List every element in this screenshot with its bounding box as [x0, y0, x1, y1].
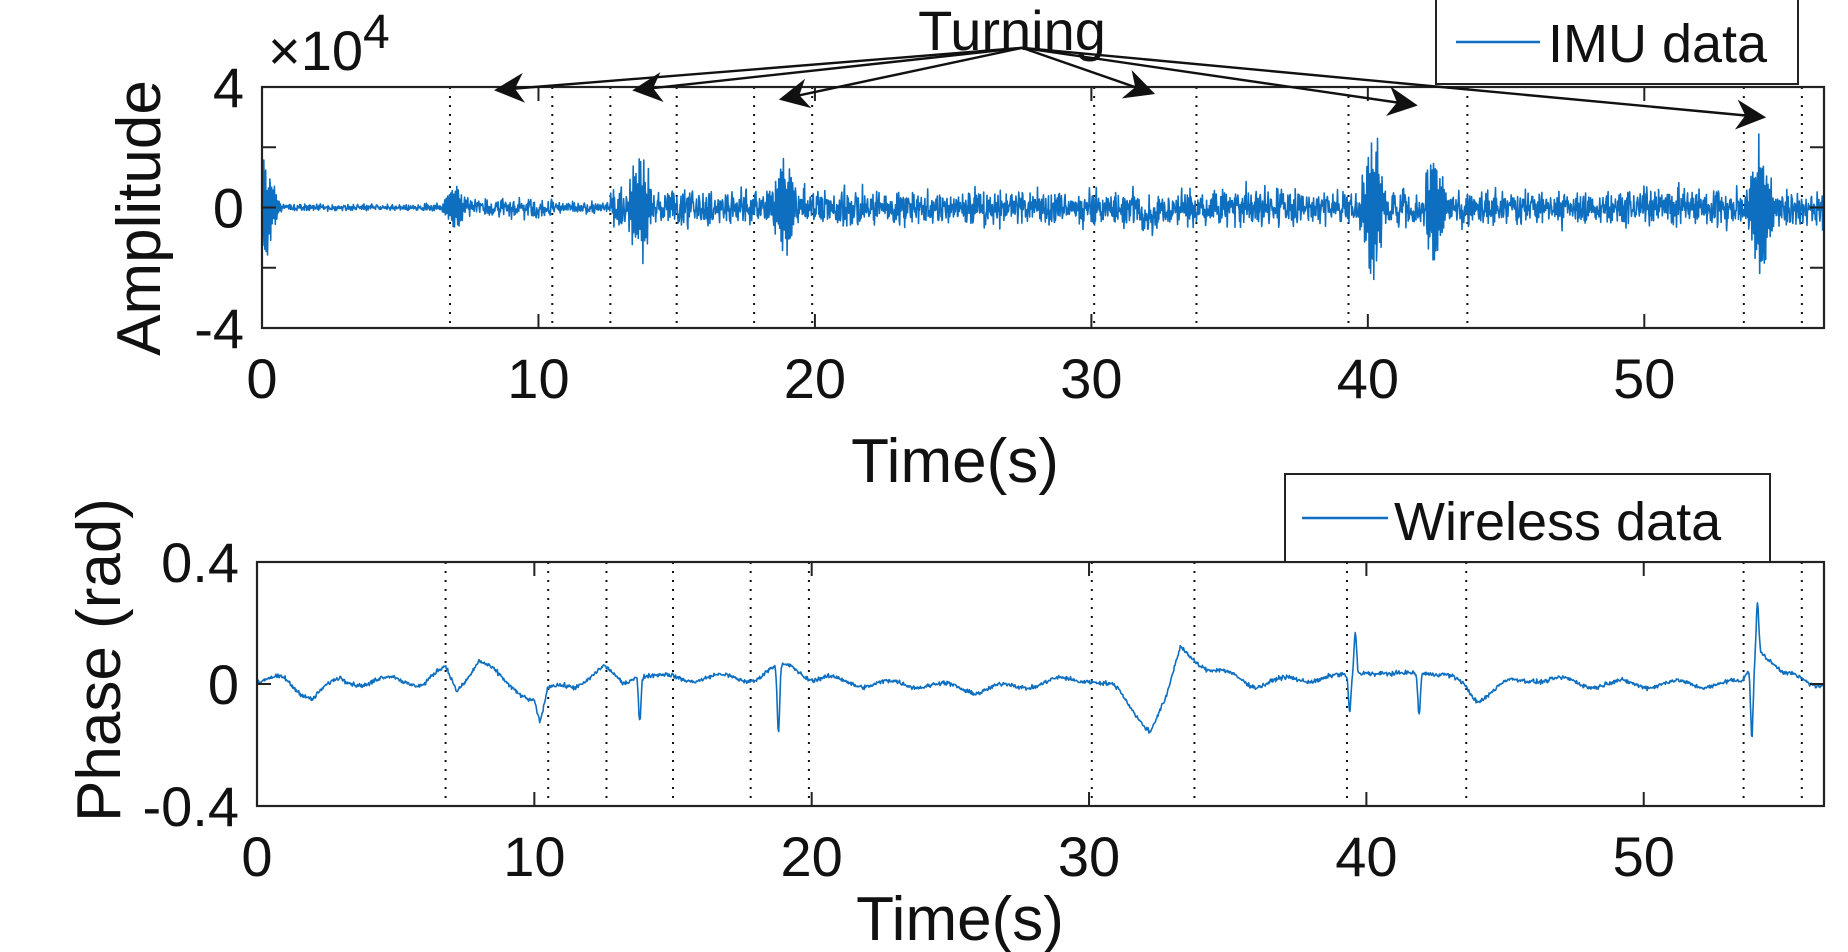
wireless-ticks [256, 561, 1824, 807]
wireless-x-tick-label: 40 [1335, 825, 1397, 888]
wireless-x-tick-label: 30 [1058, 825, 1120, 888]
turning-arrows [494, 46, 1767, 130]
wireless-y-tick-label: 0.4 [161, 531, 239, 594]
imu-y-tick-label: 4 [213, 56, 244, 119]
wireless-y-axis-title: Phase (rad) [65, 498, 134, 822]
wireless-legend: Wireless data [1284, 473, 1771, 563]
wireless-x-tick-label: 10 [503, 825, 565, 888]
imu-x-tick-label: 20 [784, 347, 846, 410]
wireless-x-tick-labels: 0 10 20 30 40 50 [241, 825, 1674, 888]
imu-x-tick-labels: 0 10 20 30 40 50 [246, 347, 1675, 410]
turning-arrow [778, 46, 1023, 109]
imu-exponent-label: ×104 [268, 6, 390, 82]
imu-exponent-power: 4 [363, 6, 390, 59]
imu-x-tick-label: 0 [246, 347, 277, 410]
imu-y-axis-title: Amplitude [105, 80, 174, 356]
turning-annotation: Turning [494, 0, 1767, 130]
imu-data-line [261, 133, 1825, 281]
imu-panel: 0 10 20 30 40 50 -404 ×104 Time(s) Amplitude … [105, 0, 1826, 496]
wireless-panel: 0 10 20 30 40 50 -0.400.4 Time(s) Phase (rad)… [65, 473, 1826, 952]
imu-y-tick-label: -4 [194, 297, 244, 360]
imu-y-tick-label: 0 [213, 177, 244, 240]
wireless-x-tick-label: 50 [1613, 825, 1675, 888]
wireless-y-tick-label: -0.4 [143, 775, 240, 838]
turning-arrow [1022, 46, 1767, 130]
wireless-x-axis-title: Time(s) [856, 885, 1064, 952]
turning-arrow [494, 46, 1023, 103]
imu-x-tick-label: 10 [507, 347, 569, 410]
turning-arrow [1021, 46, 1156, 99]
imu-x-tick-label: 30 [1060, 347, 1122, 410]
imu-exponent-base: ×10 [268, 19, 363, 82]
wireless-x-tick-label: 0 [241, 825, 272, 888]
imu-x-tick-label: 50 [1613, 347, 1675, 410]
imu-y-tick-labels: -4 0 4 [194, 56, 244, 360]
wireless-event-markers [444, 562, 1803, 806]
wireless-y-tick-label: 0 [208, 653, 239, 716]
wireless-y-tick-labels: -0.4 0 0.4 [143, 531, 240, 838]
imu-x-tick-label: 40 [1337, 347, 1399, 410]
wireless-legend-label: Wireless data [1394, 492, 1722, 552]
wireless-x-tick-label: 20 [781, 825, 843, 888]
imu-legend: IMU data [1435, 0, 1799, 85]
turning-label: Turning [918, 0, 1106, 62]
imu-x-axis-title: Time(s) [851, 427, 1059, 496]
turning-arrow [1022, 46, 1418, 117]
wireless-data-line [256, 602, 1825, 738]
imu-legend-label: IMU data [1548, 14, 1768, 74]
turning-arrow [632, 46, 1023, 102]
